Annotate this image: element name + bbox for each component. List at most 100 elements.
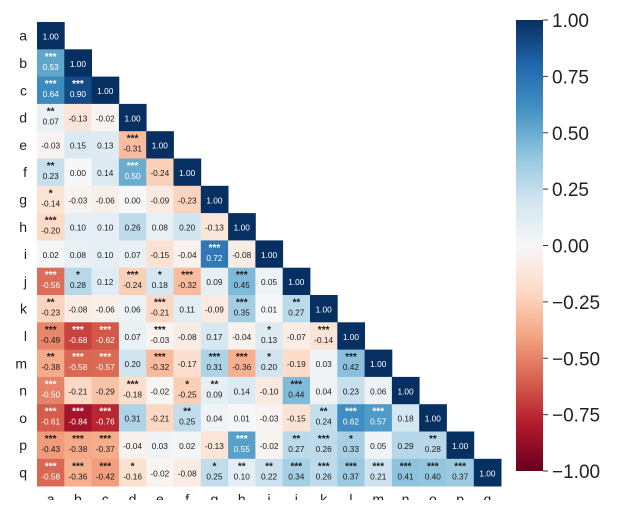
heatmap-cell [200,240,229,269]
cell-value-label: 0.34 [288,471,305,481]
heatmap-cell [419,458,447,487]
y-tick-label: e [19,137,27,153]
cell-value-label: -0.14 [314,335,333,345]
significance-label: *** [291,461,303,472]
heatmap-cell [282,349,311,378]
cell-value-label: 0.62 [343,417,360,427]
cell-value-label: 0.22 [261,471,278,481]
colorbar-tick-label: −0.75 [552,406,600,427]
heatmap-cell [228,376,256,405]
cell-value-label: 0.26 [316,471,333,481]
heatmap-cell [91,458,120,487]
significance-label: ** [211,379,219,390]
cell-value-label: -0.14 [41,198,60,208]
cell-value-label: -0.06 [96,305,115,315]
heatmap-cell [200,349,229,378]
x-tick-label: a [47,491,55,500]
heatmap-cell [364,458,393,487]
cell-value-label: -0.32 [150,362,169,372]
significance-label: *** [154,352,166,363]
significance-label: *** [99,434,111,445]
cell-value-label: -0.20 [41,226,60,236]
significance-label: ** [47,106,55,117]
significance-label: *** [454,461,466,472]
cell-value-label: -0.08 [178,468,197,478]
cell-value-label: 0.03 [152,441,169,451]
heatmap-cell [364,431,393,460]
heatmap-cell [337,349,365,378]
heatmap-cell [282,322,311,350]
heatmap-cell [364,376,393,405]
heatmap-cell [146,213,174,241]
colorbar-tick-label: 0.50 [552,124,589,145]
y-tick-label: a [19,28,27,44]
cell-value-label: 1.00 [479,468,496,478]
significance-label: *** [127,134,139,145]
heatmap-cell [200,404,229,432]
cell-value-label: 0.21 [370,471,387,481]
cell-value-label: -0.15 [287,414,306,424]
heatmap-cell [337,322,365,350]
cell-value-label: -0.04 [178,250,197,260]
heatmap-cell [64,349,92,378]
cell-value-label: 1.00 [397,386,414,396]
heatmap-cell [91,76,120,105]
cell-value-label: -0.02 [260,441,279,451]
cell-value-label: -0.68 [68,335,87,345]
cell-value-label: -0.03 [260,414,279,424]
heatmap-cell [37,404,65,432]
heatmap-cell [200,295,229,323]
cell-value-label: -0.19 [287,359,306,369]
colorbar-tick-label: 1.00 [552,11,589,32]
heatmap-cell [446,431,475,460]
significance-label: *** [45,434,57,445]
significance-label: ** [429,434,437,445]
heatmap-cell [255,376,284,405]
heatmap-cell [118,404,147,432]
cell-value-label: -0.08 [178,332,197,342]
cell-value-label: -0.13 [68,113,87,123]
cell-value-label: 0.57 [370,417,387,427]
cell-value-label: -0.08 [232,250,251,260]
significance-label: * [349,434,353,445]
significance-label: ** [47,161,55,172]
heatmap-cell [118,240,147,269]
heatmap-cell [91,349,120,378]
heatmap-cell [228,295,256,323]
cell-value-label: 0.07 [124,250,141,260]
heatmap-cell [337,458,365,487]
cell-value-label: -0.24 [150,168,169,178]
heatmap-cell [255,404,284,432]
cell-value-label: 0.37 [343,471,360,481]
heatmap-cell [228,431,256,460]
heatmap-cell [146,158,174,187]
significance-label: * [49,188,53,199]
heatmap-cell [91,103,120,132]
colorbar-tick-label: 0.25 [552,180,589,201]
heatmap-cell [282,404,311,432]
cell-value-label: -0.50 [41,389,60,399]
cell-value-label: 0.10 [70,223,87,233]
heatmap-cell [118,322,147,350]
heatmap-cell [37,240,65,269]
heatmap-cell [391,404,420,432]
cell-value-label: -0.16 [123,471,142,481]
heatmap-cell [37,349,65,378]
heatmap-cell [364,349,393,378]
cell-value-label: -0.38 [41,362,60,372]
heatmap-cell [228,349,256,378]
cell-value-label: -0.58 [41,471,60,481]
cell-value-label: 0.02 [43,250,60,260]
significance-label: *** [209,243,221,254]
cell-value-label: -0.18 [123,389,142,399]
heatmap-cell [391,376,420,405]
cell-value-label: -0.36 [232,362,251,372]
y-tick-label: f [23,164,27,180]
cell-value-label: -0.13 [205,223,224,233]
significance-label: * [267,352,271,363]
cell-value-label: 0.01 [261,305,278,315]
significance-label: *** [154,325,166,336]
heatmap-cell [91,295,120,323]
cell-value-label: -0.76 [96,417,115,427]
